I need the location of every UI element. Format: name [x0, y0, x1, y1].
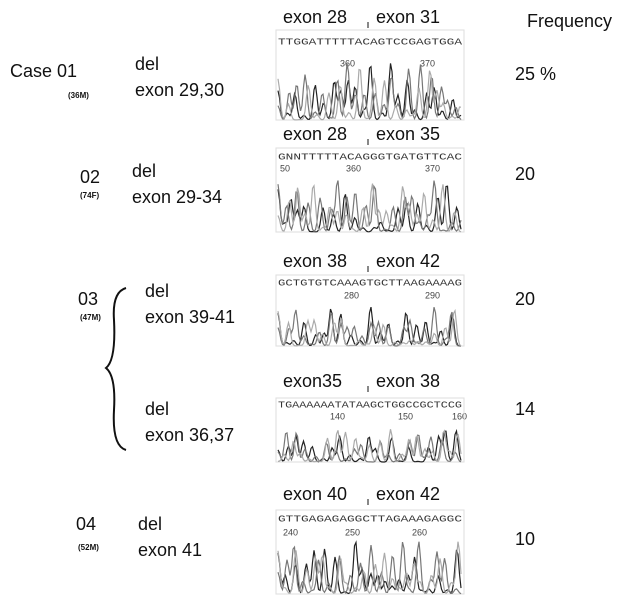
figure: Frequency Case 01 (36M) del exon 29,30 exon …: [0, 0, 618, 596]
junction-right: exon 42: [376, 484, 440, 504]
junction-right: exon 31: [376, 7, 440, 27]
del-label: del: [145, 281, 169, 301]
sequence: TGAAAAAATATAAGCTGGCCGCTCCG: [278, 400, 462, 410]
position-number: 50: [280, 163, 290, 173]
junction-left: exon 40: [283, 484, 347, 504]
frequency: 20: [515, 289, 535, 309]
position-number: 260: [412, 527, 427, 537]
position-number: 290: [425, 290, 440, 300]
frequency-header: Frequency: [527, 11, 612, 31]
frequency: 10: [515, 529, 535, 549]
position-number: 360: [346, 163, 361, 173]
junction-left: exon 38: [283, 251, 347, 271]
position-number: 160: [452, 411, 467, 421]
del-label: del: [138, 514, 162, 534]
position-number: 370: [420, 58, 435, 68]
patient-info: (74F): [80, 191, 99, 200]
position-number: 240: [283, 527, 298, 537]
position-number: 250: [345, 527, 360, 537]
junction-right: exon 35: [376, 124, 440, 144]
case-label: 04: [76, 514, 96, 534]
exon-deleted: exon 39-41: [145, 307, 235, 327]
position-number: 280: [344, 290, 359, 300]
chromatogram-trace: [278, 429, 461, 462]
sequence: GNNTTTTTACAGGGTGATGTTCAC: [278, 152, 463, 162]
position-number: 150: [398, 411, 413, 421]
frequency: 25 %: [515, 64, 556, 84]
del-label: del: [132, 161, 156, 181]
sequence: TTGGATTTTTACAGTCCGAGTGGA: [278, 37, 463, 47]
del-label: del: [145, 399, 169, 419]
junction-right: exon 42: [376, 251, 440, 271]
patient-info: (52M): [78, 543, 99, 552]
frequency: 20: [515, 164, 535, 184]
patient-info: (36M): [68, 91, 89, 100]
exon-deleted: exon 36,37: [145, 425, 234, 445]
junction-left: exon35: [283, 371, 342, 391]
exon-deleted: exon 29-34: [132, 187, 222, 207]
exon-deleted: exon 29,30: [135, 80, 224, 100]
del-label: del: [135, 54, 159, 74]
junction-right: exon 38: [376, 371, 440, 391]
case-label: Case 01: [10, 61, 77, 81]
case-label: 02: [80, 167, 100, 187]
brace: [106, 288, 126, 450]
patient-info: (47M): [80, 313, 101, 322]
frequency: 14: [515, 399, 535, 419]
sequence: GTTGAGAGAGGCTTAGAAAGAGGC: [278, 514, 463, 524]
junction-left: exon 28: [283, 7, 347, 27]
position-number: 140: [330, 411, 345, 421]
junction-left: exon 28: [283, 124, 347, 144]
exon-deleted: exon 41: [138, 540, 202, 560]
case-label: 03: [78, 289, 98, 309]
sequence: GCTGTGTCAAAGTGCTTAAGAAAAG: [278, 278, 462, 288]
position-number: 370: [425, 163, 440, 173]
